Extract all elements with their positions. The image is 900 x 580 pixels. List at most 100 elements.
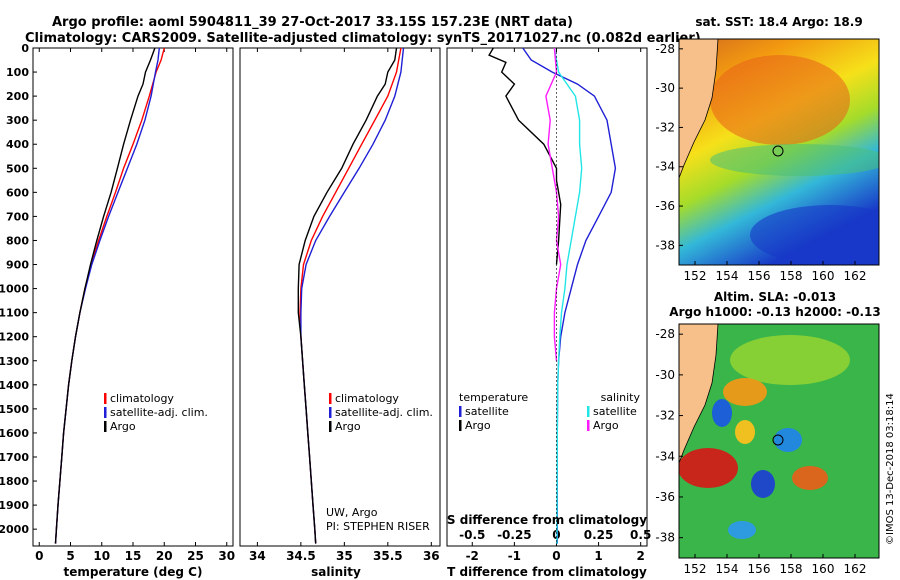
- lon-tick-label: 154: [716, 562, 739, 576]
- sst-land-australia: [679, 39, 718, 178]
- series-line: [54, 47, 156, 544]
- lon-tick-label: 152: [684, 562, 707, 576]
- sla-highs: [730, 335, 850, 385]
- lon-tick-label: 162: [844, 269, 867, 283]
- x-tick-label: 0: [552, 549, 560, 563]
- x-tick-label: 34.5: [286, 549, 316, 563]
- header-line-2: Climatology: CARS2009. Satellite-adjuste…: [25, 31, 701, 46]
- series-line: [488, 47, 562, 265]
- sla-map-frame: [678, 323, 880, 559]
- depth-tick-label: 700: [6, 210, 29, 223]
- legend-item: Argo: [465, 419, 491, 432]
- legend-item: satellite: [593, 405, 637, 418]
- sla-map-subtitle: Argo h1000: -0.13 h2000: -0.13: [669, 305, 880, 319]
- lat-tick-label: -38: [655, 238, 675, 252]
- lat-tick-label: -34: [655, 449, 675, 463]
- difference-series: [488, 47, 617, 546]
- series-line: [299, 47, 402, 544]
- lon-tick-label: 160: [812, 269, 835, 283]
- lat-tick-label: -38: [655, 531, 675, 545]
- legend-swatch: [104, 421, 107, 432]
- depth-tick-label: 1500: [0, 403, 29, 416]
- depth-tick-label: 100: [6, 66, 29, 79]
- lon-tick-label: 154: [716, 269, 739, 283]
- x-tick-label: 15: [125, 549, 142, 563]
- sst-argo-position-marker: [772, 145, 784, 157]
- lat-tick-label: -30: [655, 368, 675, 382]
- x-tick-label: 1: [594, 549, 602, 563]
- legend-title: temperature: [459, 391, 528, 404]
- series-line: [54, 47, 160, 544]
- depth-tick-label: 1000: [0, 283, 29, 296]
- legend-item: climatology: [110, 392, 174, 405]
- s-difference-axis-label: S difference from climatology: [447, 513, 647, 527]
- x-tick-label: 5: [66, 549, 74, 563]
- depth-tick-label: 800: [6, 234, 29, 247]
- s-tick-label: -0.5: [459, 528, 485, 542]
- sla-coastline: [679, 324, 719, 464]
- salinity-annotation-2: PI: STEPHEN RISER: [326, 520, 430, 533]
- depth-axis-ticks: 0 100 200 300 400 500 600 700 800 900 1000 1100 1200…: [0, 42, 37, 536]
- sla-map-panel: Altim. SLA: -0.013 Argo h1000: -0.13 h20…: [655, 290, 880, 576]
- difference-plot-frame: [446, 47, 648, 547]
- sst-lat-ticks: -28 -30 -32 -34 -36 -38: [655, 42, 683, 252]
- lon-tick-label: 158: [780, 269, 803, 283]
- legend-swatch: [104, 407, 107, 418]
- sla-warm-eddy-2: [679, 448, 738, 488]
- lat-tick-label: -36: [655, 199, 675, 213]
- x-tick-label: 2: [637, 549, 645, 563]
- depth-tick-label: 1600: [0, 427, 29, 440]
- sla-land-australia: [679, 324, 718, 463]
- legend-swatch: [329, 393, 332, 404]
- legend-item: climatology: [335, 392, 399, 405]
- legend-swatch: [459, 420, 462, 431]
- sst-map-frame: [678, 38, 880, 266]
- legend-item: Argo: [110, 420, 136, 433]
- salinity-plot-frame: [239, 47, 441, 547]
- legend-item: satellite-adj. clim.: [335, 406, 433, 419]
- depth-tick-label: 1100: [0, 307, 29, 320]
- lat-tick-label: -32: [655, 120, 675, 134]
- sla-cold-eddy-4: [728, 521, 756, 539]
- sla-cold-eddy-1: [712, 399, 732, 427]
- salinity-annotation-1: UW, Argo: [326, 506, 378, 519]
- depth-tick-label: 0: [21, 42, 29, 55]
- depth-tick-label: 200: [6, 90, 29, 103]
- sst-lon-ticks: 152 154 156 158 160 162: [684, 261, 867, 283]
- lon-tick-label: 156: [748, 269, 771, 283]
- depth-tick-label: 2000: [0, 523, 29, 536]
- legend-swatch: [329, 407, 332, 418]
- depth-tick-label: 1200: [0, 331, 29, 344]
- legend-swatch: [104, 393, 107, 404]
- sla-cold-eddy-3: [751, 470, 775, 498]
- salinity-axis-label: salinity: [311, 565, 361, 579]
- s-tick-label: 0.25: [584, 528, 614, 542]
- x-tick-label: 10: [93, 549, 110, 563]
- depth-tick-label: 600: [6, 186, 29, 199]
- temperature-axis-label: temperature (deg C): [64, 565, 203, 579]
- lat-tick-label: -34: [655, 160, 675, 174]
- x-tick-label: 36: [423, 549, 440, 563]
- depth-tick-label: 1900: [0, 499, 29, 512]
- sst-map-title: sat. SST: 18.4 Argo: 18.9: [695, 15, 862, 29]
- legend-swatch: [329, 421, 332, 432]
- lat-tick-label: -28: [655, 327, 675, 341]
- sst-front: [710, 144, 879, 176]
- x-tick-label: 34: [249, 549, 266, 563]
- depth-tick-label: 1700: [0, 451, 29, 464]
- difference-legend: temperaturesatelliteArgosalinitysatellit…: [459, 391, 640, 432]
- series-line: [54, 47, 165, 544]
- lat-tick-label: -32: [655, 409, 675, 423]
- sla-cold-eddy-2: [774, 428, 802, 452]
- difference-panel: -2 -1 0 1 2 -0.5 -0.25 0 0.25 0.5 temperaturesat…: [446, 47, 651, 579]
- x-tick-label: -1: [508, 549, 521, 563]
- series-line: [553, 47, 583, 544]
- sla-lat-ticks: -28 -30 -32 -34 -36 -38: [655, 327, 683, 545]
- lat-tick-label: -30: [655, 81, 675, 95]
- legend-item: Argo: [593, 419, 619, 432]
- temperature-axis-ticks: 0 5 10 15 20 25 30: [35, 48, 235, 563]
- sst-warm-eddy: [710, 55, 850, 145]
- depth-tick-label: 1800: [0, 475, 29, 488]
